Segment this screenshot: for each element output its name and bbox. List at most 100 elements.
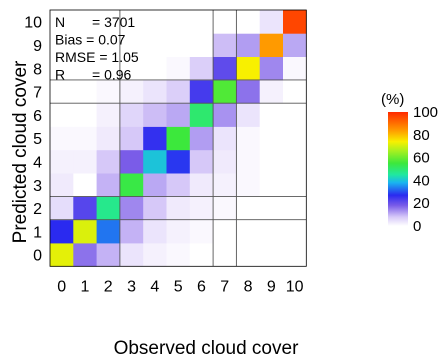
heatmap-cell (189, 219, 214, 244)
heatmap-cell (143, 149, 167, 174)
heatmap-cell (166, 79, 191, 104)
colorbar-tick-labels: 100 80 60 40 20 0 (413, 104, 438, 235)
x-tick-label: 4 (150, 278, 159, 295)
heatmap-cell (50, 173, 74, 197)
heatmap-cell (166, 196, 191, 221)
heatmap-cell (143, 79, 167, 104)
heatmap-cell (143, 56, 167, 81)
heatmap-cell (119, 103, 144, 127)
heatmap-cell (119, 243, 144, 267)
stat-label: R (55, 67, 65, 83)
heatmap-cell (143, 173, 167, 197)
colorbar: (%) 100 80 60 40 20 0 (381, 91, 438, 235)
heatmap-cell (119, 219, 144, 244)
y-axis-label: Predicted cloud cover (10, 60, 31, 243)
x-tick-label: 8 (244, 278, 253, 295)
heatmap-cell (259, 196, 284, 221)
heatmap-cell (96, 219, 121, 244)
heatmap-cell (119, 56, 144, 81)
heatmap-cell (73, 10, 97, 34)
heatmap-cell (50, 243, 74, 267)
heatmap-cell (283, 10, 307, 34)
heatmap-cell (166, 126, 191, 151)
heatmap-cell (96, 79, 121, 104)
heatmap-cell (213, 103, 237, 127)
y-tick-labels: 0 1 2 3 4 5 6 7 8 9 10 (24, 15, 42, 265)
heatmap-cells (50, 10, 307, 267)
x-tick-label: 3 (127, 278, 136, 295)
heatmap-cell (259, 243, 284, 267)
heatmap-cell (283, 126, 307, 151)
heatmap-cell (213, 126, 237, 151)
heatmap-cell (259, 79, 284, 104)
heatmap-cell (283, 219, 307, 244)
y-tick-label: 8 (33, 61, 42, 78)
heatmap-cell (96, 10, 121, 34)
colorbar-tick-label: 40 (413, 172, 430, 189)
heatmap-cell (143, 126, 167, 151)
heatmap-cell (236, 219, 261, 244)
heatmap-cell (50, 149, 74, 174)
heatmap-cell (119, 196, 144, 221)
heatmap-cell (166, 103, 191, 127)
heatmap-cell (213, 56, 237, 81)
y-tick-label: 2 (33, 201, 42, 218)
heatmap-cell (50, 10, 74, 34)
heatmap-cell (259, 173, 284, 197)
y-tick-label: 6 (33, 108, 42, 125)
x-tick-label: 1 (80, 278, 89, 295)
y-tick-label: 5 (33, 131, 42, 148)
heatmap-cell (96, 103, 121, 127)
heatmap-cell (73, 173, 97, 197)
colorbar-tick-label: 100 (413, 104, 438, 121)
heatmap-cell (213, 173, 237, 197)
heatmap-cell (189, 79, 214, 104)
reference-lines (50, 10, 307, 267)
heatmap-cell (259, 56, 284, 81)
x-tick-label: 0 (57, 278, 66, 295)
heatmap-cell (283, 33, 307, 57)
heatmap-cell (189, 149, 214, 174)
heatmap-cell (213, 196, 237, 221)
heatmap-cell (259, 103, 284, 127)
heatmap-cell (119, 173, 144, 197)
stat-value: = 0.96 (92, 67, 132, 83)
heatmap-cell (213, 149, 237, 174)
heatmap-cell (189, 33, 214, 57)
heatmap-cell (73, 126, 97, 151)
x-axis-label: Observed cloud cover (114, 338, 299, 359)
heatmap-cell (96, 126, 121, 151)
heatmap-cell (50, 33, 74, 57)
heatmap-cell (73, 219, 97, 244)
heatmap-cell (259, 33, 284, 57)
x-tick-label: 6 (197, 278, 206, 295)
heatmap-cell (236, 56, 261, 81)
y-tick-label: 7 (33, 85, 42, 102)
heatmap-cell (50, 79, 74, 104)
heatmap-cell (259, 219, 284, 244)
plot-frame (49, 9, 307, 267)
x-tick-label: 10 (286, 278, 304, 295)
heatmap-cell (119, 79, 144, 104)
heatmap-cell (283, 243, 307, 267)
heatmap-cell (236, 33, 261, 57)
heatmap-cell (96, 149, 121, 174)
heatmap-cell (236, 126, 261, 151)
heatmap-cell (283, 196, 307, 221)
heatmap-cell (189, 196, 214, 221)
x-tick-label: 9 (267, 278, 276, 295)
heatmap-cell (259, 149, 284, 174)
colorbar-tick-label: 20 (413, 195, 430, 212)
heatmap-cell (283, 149, 307, 174)
heatmap-cell (166, 149, 191, 174)
heatmap-cell (166, 33, 191, 57)
heatmap-cell (119, 126, 144, 151)
heatmap-cell (213, 79, 237, 104)
heatmap-cell (96, 173, 121, 197)
heatmap-cell (259, 126, 284, 151)
heatmap-cell (96, 33, 121, 57)
heatmap-cell (96, 56, 121, 81)
heatmap-cell (166, 56, 191, 81)
